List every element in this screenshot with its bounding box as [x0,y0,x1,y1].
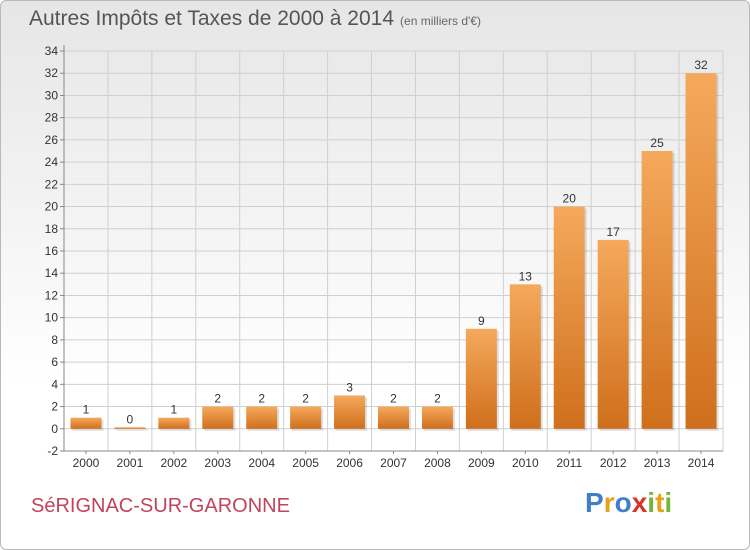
logo-letter: o [614,487,632,518]
x-tick-label: 2006 [336,456,363,470]
x-tick-label: 2007 [380,456,407,470]
data-label: 2 [390,392,397,406]
x-tick-label: 2005 [292,456,319,470]
data-label: 25 [650,136,664,150]
axes [60,45,723,454]
bar-shadow [116,429,148,431]
y-tick-label: 12 [45,288,59,302]
y-tick-label: 30 [45,88,59,102]
bar [641,151,673,429]
data-label: 0 [127,412,134,426]
x-tick-label: 2001 [117,456,144,470]
y-tick-label: 14 [45,266,59,280]
y-tick-label: 32 [45,66,59,80]
y-tick-label: 0 [51,422,58,436]
bar [202,406,234,429]
y-tick-label: 28 [45,111,59,125]
x-tick-label: 2012 [600,456,627,470]
bar [597,239,629,429]
data-label: 1 [83,403,90,417]
chart-title-text: Autres Impôts et Taxes de 2000 à 2014 [29,7,395,30]
logo-letter: P [585,487,604,518]
data-label: 1 [170,403,177,417]
y-tick-label: 2 [51,400,58,414]
y-tick-label: -2 [47,444,58,458]
logo-letter: r [603,487,615,518]
x-tick-label: 2009 [468,456,495,470]
bar [465,328,497,429]
x-tick-label: 2008 [424,456,451,470]
bars [70,73,719,431]
x-tick-label: 2004 [248,456,275,470]
bar [509,284,541,429]
bar [114,427,146,429]
y-tick-label: 16 [45,244,59,258]
y-tick-label: 4 [51,377,58,391]
y-tick-label: 26 [45,133,59,147]
logo-letter: t [655,487,665,518]
x-tick-label: 2013 [644,456,671,470]
data-label: 13 [519,269,533,283]
data-label: 17 [606,225,620,239]
bar [421,406,453,429]
x-tick-label: 2014 [688,456,715,470]
labels: -202468101214161820222426283032341200002… [45,44,715,470]
logo-letter: i [664,487,673,518]
data-label: 3 [346,380,353,394]
bar [290,406,322,429]
y-tick-label: 10 [45,311,59,325]
commune-name: SéRIGNAC-SUR-GARONNE [31,495,290,517]
bar [246,406,278,429]
y-tick-label: 24 [45,155,59,169]
y-tick-label: 22 [45,177,59,191]
y-tick-label: 34 [45,44,59,58]
y-tick-label: 6 [51,355,58,369]
chart-title: Autres Impôts et Taxes de 2000 à 2014 (en… [29,7,481,31]
logo-letter: x [631,487,648,518]
data-label: 2 [302,392,309,406]
proxiti-logo: Proxiti [585,487,672,519]
chart-unit: (en milliers d'€) [400,14,482,28]
bar [158,417,190,429]
data-label: 20 [563,192,577,206]
x-tick-label: 2010 [512,456,539,470]
data-label: 9 [478,314,485,328]
x-tick-label: 2011 [556,456,582,470]
x-tick-label: 2000 [73,456,100,470]
data-label: 2 [258,392,265,406]
bar [378,406,409,429]
data-label: 2 [434,392,441,406]
bar [334,395,366,429]
logo-letter: i [647,487,656,518]
data-label: 2 [214,392,221,406]
y-tick-label: 18 [45,222,59,236]
data-label: 32 [694,58,708,72]
y-tick-label: 20 [45,200,59,214]
x-tick-label: 2003 [204,456,231,470]
y-tick-label: 8 [51,333,58,347]
bar [70,417,102,429]
x-tick-label: 2002 [160,456,187,470]
bar [553,206,585,429]
bar [685,73,717,429]
